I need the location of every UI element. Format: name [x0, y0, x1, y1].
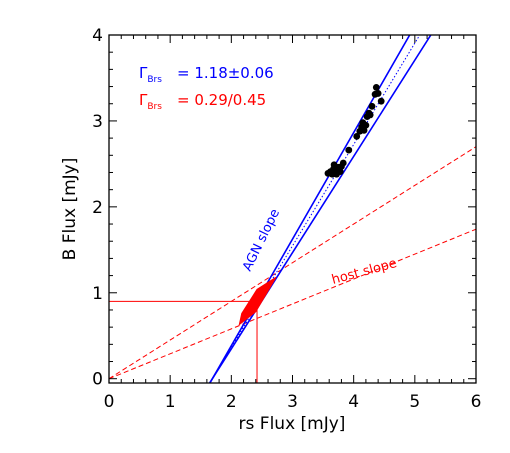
y-axis-title: B Flux [mJy] [60, 158, 80, 261]
legend-entry-host-symbol: Γ [139, 91, 148, 109]
x-tick-label-2: 2 [226, 392, 237, 412]
data-point-17 [360, 126, 368, 134]
agn-slope-line-1 [208, 35, 432, 383]
legend-entry-agn-text: = 1.18±0.06 [177, 64, 274, 82]
x-axis-title: rs Flux [mJy] [239, 414, 346, 434]
plot-area [109, 35, 476, 383]
y-tick-label-4: 4 [92, 26, 103, 46]
legend-entry-host: ΓBrs = 0.29/0.45 [139, 91, 266, 112]
agn-slope-mean-line [209, 35, 421, 383]
data-point-12 [345, 146, 353, 154]
legend-entry-agn-sub: Brs [147, 75, 162, 85]
y-tick-label-3: 3 [92, 112, 103, 132]
agn-slope-line-2 [209, 35, 411, 383]
x-tick-label-1: 1 [165, 392, 176, 412]
agn-slope-label: AGN slope [240, 207, 283, 274]
plot-data [109, 35, 476, 383]
data-point-11 [339, 159, 347, 167]
x-tick-label-0: 0 [104, 392, 115, 412]
data-point-25 [374, 90, 382, 97]
legend-entry-host-text: = 0.29/0.45 [177, 91, 266, 109]
x-tick-label-3: 3 [287, 392, 298, 412]
legend-entry-host-sub: Brs [147, 102, 162, 112]
data-point-21 [366, 111, 374, 119]
host-slope-label: host slope [330, 256, 398, 288]
x-tick-label-5: 5 [409, 392, 420, 412]
host-slope-line-1 [109, 146, 476, 380]
data-point-24 [372, 84, 380, 91]
legend-entry-agn: ΓBrs = 1.18±0.06 [139, 64, 274, 85]
data-point-22 [368, 102, 376, 110]
data-point-13 [353, 132, 361, 140]
data-point-18 [362, 121, 370, 129]
plot-frame [108, 34, 477, 384]
y-tick-label-2: 2 [92, 198, 103, 218]
legend: ΓBrs = 1.18±0.06 ΓBrs = 0.29/0.45 [139, 64, 274, 112]
host-flux-region [238, 276, 277, 326]
host-slope-line-2 [109, 228, 476, 380]
data-point-26 [377, 97, 385, 105]
legend-entry-agn-symbol: Γ [139, 64, 148, 82]
x-tick-label-4: 4 [348, 392, 359, 412]
y-tick-label-1: 1 [92, 284, 103, 304]
x-tick-label-6: 6 [471, 392, 482, 412]
data-point-9 [336, 168, 344, 176]
y-tick-label-0: 0 [92, 370, 103, 390]
axes: 0 1 2 3 4 5 6 0 1 2 3 4 [92, 26, 481, 412]
